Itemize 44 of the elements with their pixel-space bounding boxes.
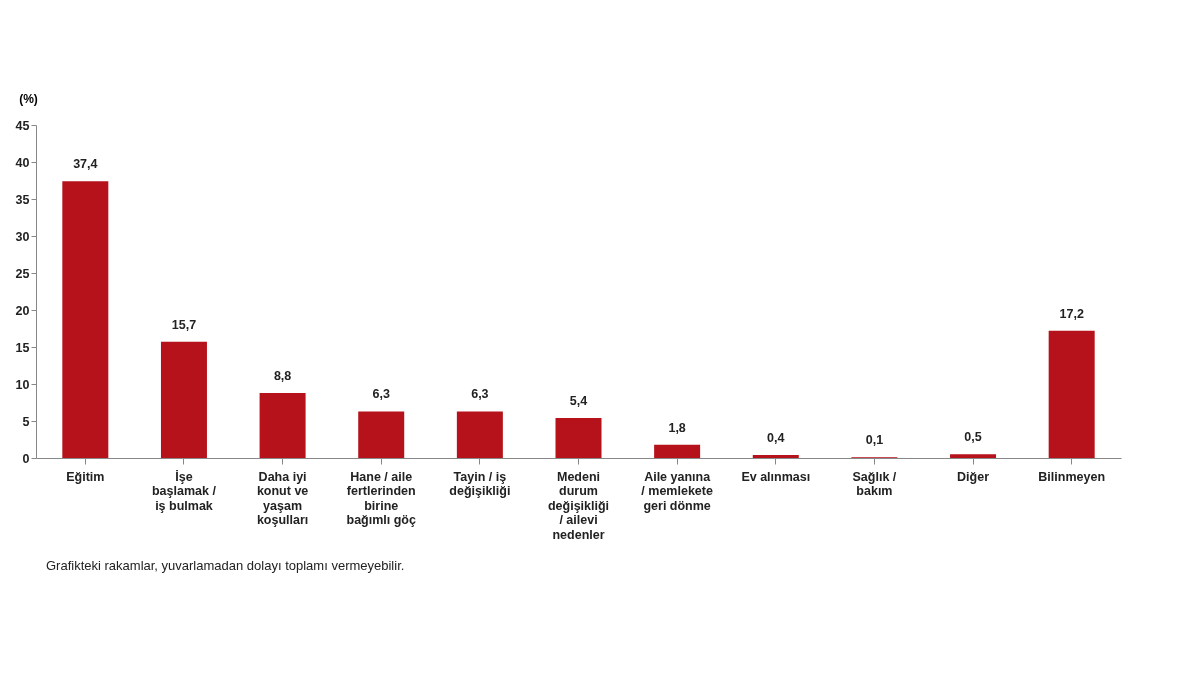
- data-label: 1,8: [668, 420, 686, 435]
- y-tick-label: 20: [15, 303, 30, 318]
- x-tick-label: Tayin / iş değişikliği: [449, 469, 511, 498]
- bar: [259, 392, 306, 458]
- x-tick-label: Bilinmeyen: [1038, 469, 1106, 484]
- data-label: 0,5: [964, 430, 982, 445]
- x-tick-label: Eğitim: [66, 469, 105, 484]
- y-tick-label: 35: [15, 192, 30, 207]
- x-tick-label: Medeni durum değişikliği / ailevi nedenler: [547, 469, 610, 542]
- x-tick-label: Daha iyi konut ve yaşam koşulları: [256, 469, 309, 527]
- bar: [752, 455, 799, 458]
- x-tick-label: Sağlık / bakım: [852, 469, 897, 498]
- y-axis-title: (%): [19, 91, 38, 106]
- x-tick-label: Ev alınması: [741, 469, 811, 484]
- data-label: 15,7: [171, 317, 197, 332]
- y-tick-label: 30: [15, 229, 30, 244]
- y-tick-label: 5: [22, 414, 30, 429]
- bar: [654, 444, 701, 458]
- bar: [456, 411, 503, 458]
- y-tick-label: 45: [15, 118, 30, 133]
- bar: [160, 341, 207, 458]
- data-label: 6,3: [471, 387, 489, 402]
- x-tick-label: Hane / aile fertlerinden birine bağımlı göç: [346, 469, 416, 527]
- data-label: 37,4: [73, 157, 98, 172]
- y-tick-label: 15: [15, 340, 30, 355]
- text: Grafikteki rakamlar, yuvarlamadan dolayı toplamı vermeyebilir.: [46, 558, 405, 573]
- y-tick-label: 10: [15, 377, 30, 392]
- x-tick-label: Aile yanına / memlekete geri dönme: [641, 469, 713, 513]
- data-label: 0,1: [865, 433, 884, 448]
- data-label: 5,4: [569, 394, 588, 409]
- x-tick-label: İşe başlamak / iş bulmak: [151, 468, 217, 513]
- bar: [358, 411, 405, 458]
- data-label: 8,8: [273, 368, 292, 383]
- data-label: 6,3: [372, 387, 390, 402]
- y-tick-label: 40: [15, 155, 30, 170]
- x-tick-label: Diğer: [957, 469, 990, 484]
- y-tick-label: 25: [15, 266, 30, 281]
- bar: [555, 418, 602, 458]
- data-label: 17,2: [1059, 306, 1084, 321]
- bar: [1048, 330, 1095, 458]
- data-label: 0,4: [767, 431, 785, 446]
- bar: [62, 181, 109, 458]
- bar: [950, 454, 997, 458]
- y-tick-label: 0: [22, 451, 30, 466]
